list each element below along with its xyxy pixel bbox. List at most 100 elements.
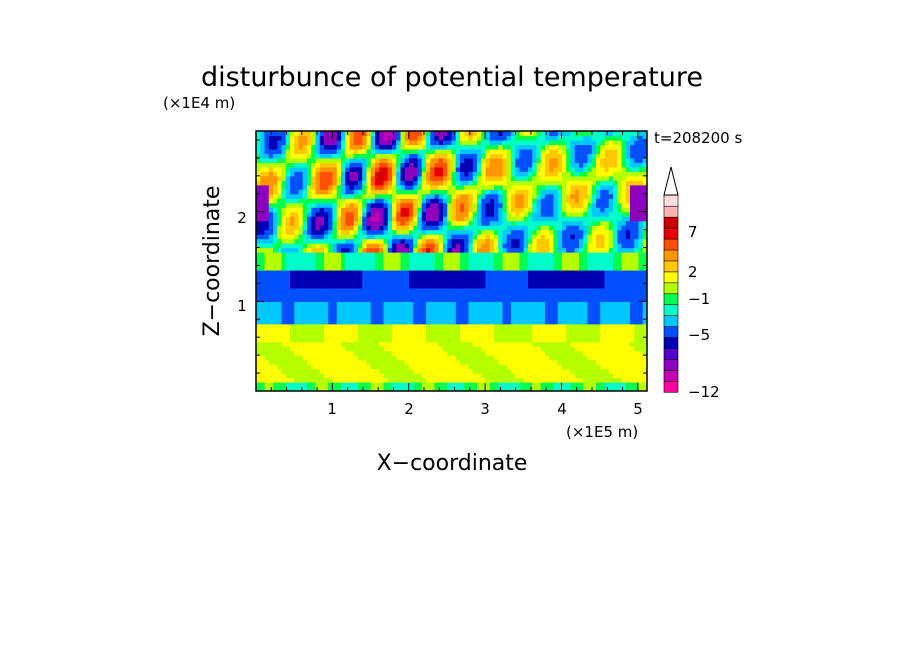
field-cell (443, 346, 448, 352)
field-cell (523, 341, 529, 347)
field-cell (409, 305, 414, 311)
field-cell (345, 153, 351, 159)
field-cell (400, 153, 406, 159)
field-cell (451, 287, 457, 293)
field-cell (596, 292, 601, 298)
field-cell (379, 287, 385, 293)
field-cell (370, 332, 376, 338)
field-cell (532, 283, 538, 289)
field-cell (290, 139, 295, 146)
field-cell (375, 166, 380, 172)
field-cell (451, 355, 457, 361)
field-cell (277, 252, 283, 258)
field-cell (409, 355, 414, 361)
field-cell (481, 184, 487, 190)
field-cell (596, 382, 601, 388)
field-cell (277, 319, 283, 325)
field-cell (451, 229, 457, 235)
field-cell (324, 296, 329, 302)
field-cell (349, 287, 355, 293)
field-cell (489, 135, 495, 141)
field-cell (307, 328, 312, 334)
field-cell (447, 131, 453, 137)
field-cell (358, 377, 363, 383)
field-cell (264, 337, 270, 343)
field-cell (613, 373, 618, 379)
field-cell (562, 180, 567, 186)
field-cell (268, 283, 274, 289)
field-cell (328, 247, 334, 253)
field-cell (383, 162, 389, 168)
field-cell (396, 341, 402, 347)
field-cell (417, 193, 423, 199)
field-cell (515, 135, 521, 141)
field-cell (617, 382, 623, 388)
field-cell (451, 310, 457, 316)
field-cell (528, 153, 533, 159)
field-cell (591, 274, 597, 280)
field-cell (336, 287, 342, 293)
field-cell (332, 171, 338, 177)
field-cell (464, 314, 470, 320)
field-cell (319, 207, 325, 213)
field-cell (523, 131, 529, 137)
field-cell (489, 364, 495, 370)
field-cell (383, 247, 389, 253)
field-cell (498, 180, 504, 186)
field-cell (387, 252, 393, 258)
field-cell (315, 171, 321, 177)
field-cell (362, 337, 368, 343)
field-cell (349, 278, 355, 285)
field-cell (596, 314, 601, 320)
field-cell (608, 131, 614, 137)
field-cell (277, 131, 283, 137)
field-cell (494, 153, 499, 159)
field-cell (583, 225, 589, 231)
field-cell (290, 162, 295, 168)
field-cell (523, 368, 529, 374)
field-cell (404, 234, 410, 240)
field-cell (268, 346, 274, 352)
field-cell (447, 180, 453, 186)
field-cell (328, 211, 334, 217)
field-cell (366, 144, 372, 150)
field-cell (370, 337, 376, 343)
field-cell (430, 269, 436, 276)
field-cell (587, 184, 593, 190)
field-cell (362, 153, 368, 159)
field-cell (570, 373, 576, 379)
field-cell (447, 341, 453, 347)
field-cell (451, 162, 457, 168)
field-cell (477, 135, 482, 141)
field-cell (396, 314, 402, 320)
field-cell (536, 131, 542, 137)
field-cell (447, 202, 453, 208)
field-cell (485, 153, 491, 159)
field-cell (532, 328, 538, 334)
field-cell (409, 193, 414, 199)
field-cell (370, 207, 376, 213)
field-cell (396, 211, 402, 217)
field-cell (587, 247, 593, 253)
field-cell (409, 368, 414, 374)
field-cell (307, 225, 312, 231)
field-cell (608, 211, 614, 217)
field-cell (591, 211, 597, 217)
field-cell (515, 346, 521, 352)
field-cell (370, 301, 376, 307)
field-cell (464, 386, 470, 391)
field-cell (404, 287, 410, 293)
field-cell (574, 287, 580, 293)
field-cell (451, 278, 457, 285)
field-cell (256, 364, 261, 370)
field-cell (447, 283, 453, 289)
field-cell (345, 135, 351, 141)
field-cell (302, 314, 308, 320)
field-cell (336, 131, 342, 137)
field-cell (451, 211, 457, 217)
field-cell (600, 144, 606, 150)
field-cell (273, 153, 278, 159)
field-cell (494, 296, 499, 302)
field-cell (443, 355, 448, 361)
field-cell (387, 319, 393, 325)
